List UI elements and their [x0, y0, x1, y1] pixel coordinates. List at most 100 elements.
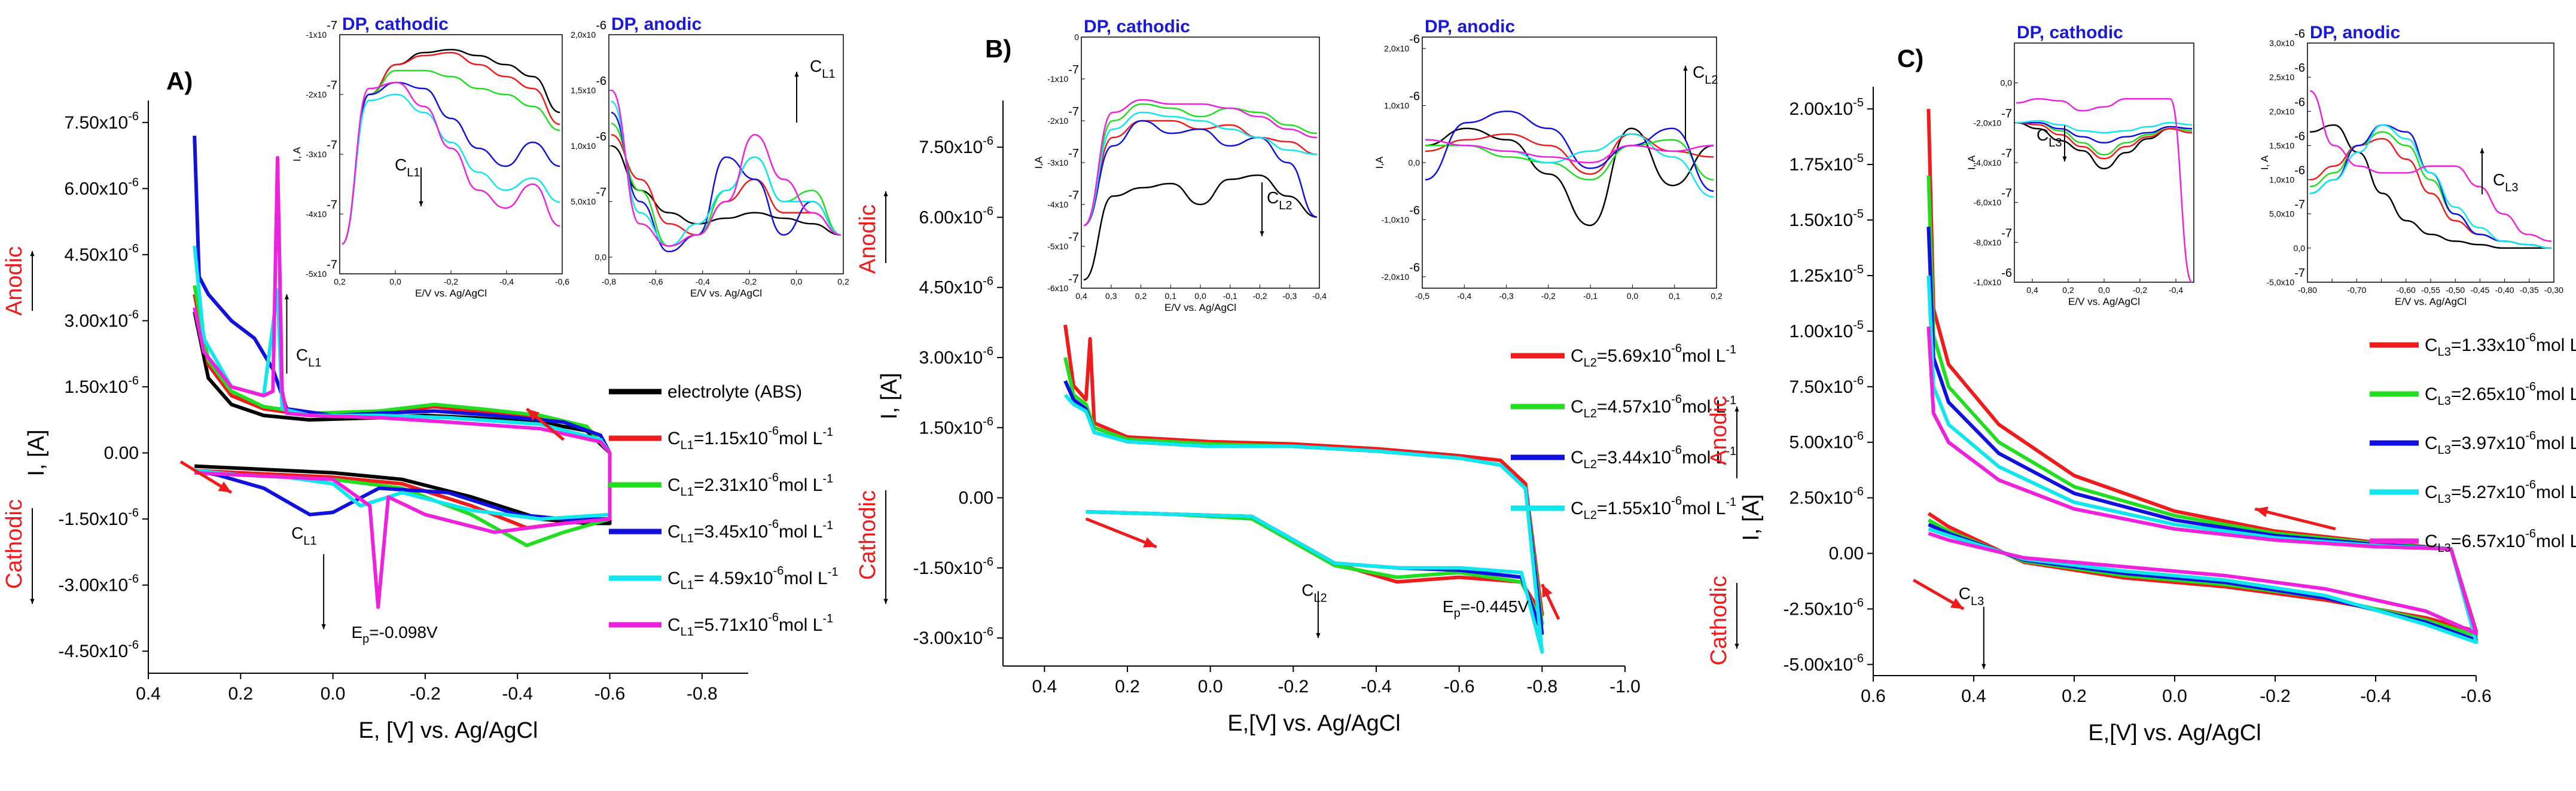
inset-x-tick-label: -0,5 [1415, 291, 1429, 301]
c-subscript: L2 [1705, 74, 1718, 87]
arrow-shaft [2254, 507, 2336, 531]
inset-x-tick-label: -0,60 [2397, 285, 2416, 295]
c-letter: C [1959, 584, 1971, 603]
cathodic-arrow [883, 490, 888, 604]
legend-exponent: -6 [2525, 331, 2536, 344]
inset-concentration-label: CL1 [810, 57, 835, 81]
panel-b: 0.4 0.2 0.0 -0.2 -0.4 -0.6 -0.8 -1.07.50x10-66.… [855, 17, 1736, 736]
y-tick-label: 6.00x10-6 [64, 176, 139, 198]
arrow-head [526, 408, 540, 422]
inset-x-tick-label: -0,3 [1499, 291, 1514, 301]
y-tick-label: 2.50x10-6 [1789, 485, 1864, 508]
inset-series-blue [342, 81, 560, 245]
legend-prefix: C [1571, 346, 1584, 366]
legend-unit-exponent: -1 [1726, 343, 1736, 356]
inset-frame [608, 34, 844, 274]
legend-entry: CL3=6.57x10-6mol L-1 [2425, 527, 2576, 555]
inset-x-tick-label: -0,2 [742, 277, 757, 286]
tick-exponent: -7 [1068, 189, 1079, 202]
tick-mantissa: 2,5x10 [2269, 72, 2294, 82]
legend-unit-exponent: -1 [1726, 445, 1736, 458]
inset-y-tick-label: 2,0x10-6 [571, 19, 606, 39]
tick-mantissa: 6.00x10 [64, 179, 128, 198]
arrow-head [1734, 643, 1739, 649]
inset-y-tick-label: 1,5x10-6 [2269, 130, 2305, 150]
x-tick-label: 0.0 [1198, 677, 1223, 697]
c-letter: C [2493, 170, 2505, 189]
inset-x-tick-label: -0,2 [444, 277, 458, 286]
y-tick-label: -1.50x10-6 [913, 555, 993, 578]
tick-exponent: -7 [327, 198, 337, 212]
c-letter: C [395, 155, 407, 174]
y-tick-label: 7.50x10-6 [919, 135, 993, 157]
c-letter: C [1693, 63, 1705, 81]
inset-x-tick-label: -0,70 [2347, 285, 2366, 295]
legend-entry: CL2=5.69x10-6mol L-1 [1571, 342, 1736, 369]
tick-exponent: -7 [327, 258, 337, 271]
tick-exponent: -7 [2001, 147, 2012, 160]
inset-y-tick-label: -3x10-7 [1047, 147, 1079, 167]
tick-mantissa: 5.00x10 [1789, 433, 1853, 453]
legend-body: =1.55x10 [1597, 499, 1671, 518]
series-line-magenta [1926, 326, 2478, 636]
arrow-head [2062, 156, 2067, 161]
inset-concentration-arrow [2480, 148, 2484, 194]
arrow-head [1316, 633, 1321, 639]
legend-unit-exponent: -1 [1726, 394, 1736, 407]
x-tick-label: 0.2 [1115, 677, 1140, 697]
inset-y-tick-label: -1,0x10-6 [1382, 204, 1420, 224]
inset-x-tick-label: 0,1 [1669, 291, 1681, 301]
tick-mantissa: 5,0x10 [571, 197, 596, 206]
scan-direction-arrow [1912, 579, 1965, 610]
arrow-head [419, 201, 423, 206]
inset-series-magenta [2016, 98, 2193, 283]
tick-mantissa: -4x10 [1047, 200, 1068, 209]
inset-concentration-label: CL1 [395, 155, 420, 179]
inset-x-tick-label: 0,2 [1711, 291, 1723, 301]
ep-subscript: p [1454, 607, 1461, 620]
cathodic-arrow [1734, 583, 1739, 649]
inset-frame [1081, 36, 1320, 289]
anodic-arrow [883, 191, 888, 263]
inset-x-tick-label: -0,6 [555, 277, 569, 286]
y-tick-label: 1.75x10-5 [1789, 152, 1864, 175]
x-tick-label: -1.0 [1609, 677, 1641, 697]
tick-mantissa: 4.50x10 [64, 245, 128, 265]
tick-text: 0,0 [2001, 78, 2013, 88]
x-tick-label: -0.4 [502, 684, 533, 704]
x-tick-label: -0.6 [2461, 686, 2492, 706]
tick-mantissa: -4.50x10 [58, 642, 128, 661]
series-line-blue [193, 135, 612, 521]
inset-x-tick-label: 0,0 [1627, 291, 1639, 301]
tick-exponent: -5 [1853, 207, 1864, 221]
inset-x-tick-label: -0,2 [1252, 291, 1267, 301]
inset-y-tick-label: -1,0x10-6 [1974, 267, 2013, 287]
tick-mantissa: -2x10 [1047, 116, 1068, 126]
legend-unit: mol L [1682, 499, 1726, 518]
inset-y-tick-label: -2x10-7 [1047, 105, 1079, 126]
ep-value: =-0.445V [1461, 597, 1529, 616]
inset-title: DP, cathodic [2017, 23, 2123, 42]
inset-concentration-arrow [1260, 182, 1264, 236]
inset-y-tick-label: 3,0x10-6 [2269, 28, 2305, 48]
y-tick-label: 7.50x10-6 [1789, 374, 1864, 397]
cathodic-label: Cathodic [1706, 576, 1731, 665]
legend-prefix: C [1571, 397, 1584, 417]
tick-mantissa: -5x10 [306, 269, 327, 279]
inset-x-tick-label: -0,1 [1223, 291, 1237, 301]
legend-prefix: C [2425, 482, 2438, 502]
inset-series-cyan [2309, 124, 2551, 249]
anodic-arrow [30, 251, 35, 311]
tick-mantissa: 1.50x10 [919, 418, 983, 438]
y-tick-label: 3.00x10-6 [919, 345, 993, 368]
legend-body: = 4.59x10 [694, 569, 773, 588]
legend-subscript: L3 [2438, 444, 2451, 457]
inset-concentration-arrow [1683, 66, 1688, 141]
inset-y-tick-label: -5,0x10-7 [2267, 267, 2306, 287]
c-letter: C [1301, 581, 1313, 600]
legend-exponent: -6 [768, 424, 779, 438]
tick-exponent: -6 [1409, 204, 1420, 217]
tick-exponent: -6 [1853, 430, 1864, 443]
legend-exponent: -6 [768, 518, 779, 531]
inset-concentration-label: CL3 [2037, 126, 2062, 149]
